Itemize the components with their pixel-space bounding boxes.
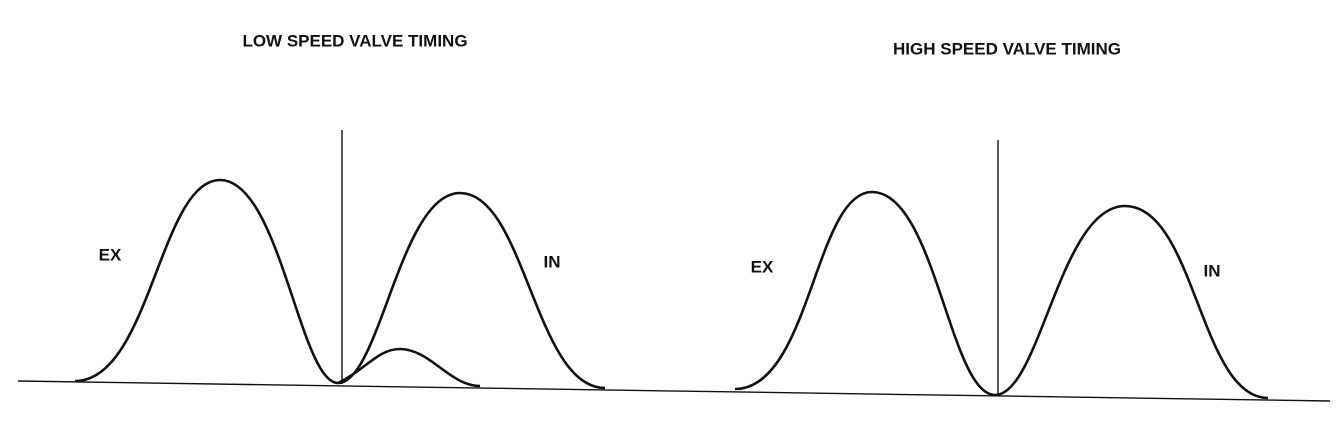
exhaust-curve <box>734 190 996 397</box>
exhaust-label: EX <box>99 245 122 264</box>
panel-title: HIGH SPEED VALVE TIMING <box>893 39 1121 58</box>
secondary-intake-curve <box>337 347 481 388</box>
intake-curve <box>994 204 1269 400</box>
low-speed-panel: LOW SPEED VALVE TIMING EX IN <box>74 31 606 390</box>
exhaust-curve <box>74 178 339 385</box>
baseline <box>17 380 1331 402</box>
high-speed-panel: HIGH SPEED VALVE TIMING EX IN <box>734 39 1269 400</box>
exhaust-label: EX <box>751 257 774 276</box>
intake-label: IN <box>1204 261 1221 280</box>
panel-title: LOW SPEED VALVE TIMING <box>242 31 467 50</box>
intake-label: IN <box>544 252 561 271</box>
intake-curve <box>337 191 606 390</box>
